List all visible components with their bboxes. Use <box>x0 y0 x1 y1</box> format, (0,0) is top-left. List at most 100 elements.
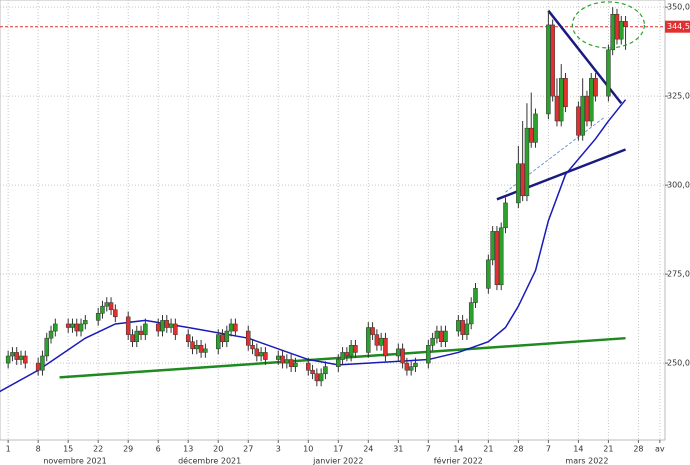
candle-body <box>413 362 418 367</box>
candle-body <box>336 359 341 367</box>
candle-body <box>426 345 431 364</box>
candle-body <box>576 106 581 136</box>
candle-body <box>104 302 110 307</box>
candle-body <box>323 366 328 375</box>
candle-body <box>134 330 140 342</box>
candle-body <box>125 316 131 335</box>
candle-body <box>580 95 585 136</box>
candle-body <box>614 13 620 40</box>
candle-body <box>366 327 371 353</box>
candle-body <box>383 337 388 357</box>
candle-body <box>593 78 598 97</box>
candle-body <box>190 341 195 350</box>
candle-body <box>203 348 208 353</box>
candle-body <box>498 227 504 286</box>
candle-body <box>288 359 294 367</box>
candle-body <box>65 323 71 328</box>
x-tick-label: 29 <box>123 445 133 454</box>
x-tick-label: 20 <box>213 445 223 454</box>
x-tick-label: 3 <box>276 445 281 454</box>
candle-body <box>610 13 615 51</box>
x-tick-label: 1 <box>6 445 11 454</box>
candle-body <box>550 24 555 97</box>
y-tick-label: 275,00 <box>667 270 690 279</box>
candle-body <box>344 352 350 357</box>
candle-body <box>546 24 551 115</box>
candle-body <box>164 320 170 328</box>
candle-body <box>245 330 251 346</box>
x-tick-label: 13 <box>183 445 193 454</box>
candle-body <box>528 127 534 143</box>
candle-body <box>520 163 525 197</box>
candle-body <box>23 355 28 364</box>
month-label: février 2022 <box>434 456 483 465</box>
x-tick-label: 8 <box>36 445 41 454</box>
x-tick-label: 21 <box>483 445 493 454</box>
candle-body <box>554 95 560 122</box>
x-tick-label: 6 <box>156 445 161 454</box>
candle-body <box>155 323 161 332</box>
x-tick-label: 31 <box>393 445 403 454</box>
candle-body <box>404 362 410 371</box>
candle-body <box>44 337 49 357</box>
candle-body <box>258 352 264 357</box>
candle-body <box>10 352 15 357</box>
candle-body <box>228 323 234 332</box>
candle-body <box>14 352 19 360</box>
candle-body <box>198 345 204 353</box>
candle-body <box>623 21 628 27</box>
candle-body <box>516 163 521 204</box>
candle-body <box>606 49 611 97</box>
candle-body <box>396 348 401 357</box>
candle-body <box>83 320 88 325</box>
candle-body <box>340 352 345 360</box>
candle-body <box>310 369 315 375</box>
x-tick-label: 28 <box>513 445 523 454</box>
candle-body <box>486 259 491 289</box>
candle-body <box>563 78 568 108</box>
y-tick-label: 250,00 <box>667 359 690 368</box>
candle-body <box>108 302 114 310</box>
candle-body <box>160 320 165 332</box>
y-tick-label: 300,00 <box>667 181 690 190</box>
candle-body <box>220 334 225 342</box>
candle-body <box>318 373 324 382</box>
x-tick-label: 14 <box>453 445 463 454</box>
candle-body <box>168 323 174 328</box>
candle-body <box>314 373 320 382</box>
candle-body <box>378 337 384 346</box>
y-tick-label: 350,00 <box>667 3 690 12</box>
candle-body <box>70 323 75 328</box>
x-tick-label: 22 <box>93 445 103 454</box>
x-tick-label: 7 <box>546 445 551 454</box>
candle-body <box>558 78 564 122</box>
candle-body <box>100 305 105 314</box>
x-tick-label: 17 <box>333 445 343 454</box>
highlight-ellipse <box>571 1 646 49</box>
candle-body <box>400 348 405 364</box>
candle-body <box>280 355 285 364</box>
candle-body <box>494 231 500 286</box>
price-label: 344,50 <box>667 22 690 31</box>
x-tick-label: 10 <box>303 445 313 454</box>
candle-body <box>293 362 298 367</box>
x-tick-label: 14 <box>573 445 583 454</box>
candle-body <box>138 330 144 335</box>
candle-body <box>276 355 281 360</box>
candle-body <box>456 320 461 332</box>
x-tick-label: av <box>655 445 665 454</box>
candle-body <box>173 323 178 335</box>
candle-body <box>468 302 474 325</box>
candle-body <box>589 78 594 122</box>
month-label: janvier 2022 <box>312 457 363 465</box>
candle-body <box>348 345 354 357</box>
candle-body <box>370 327 375 335</box>
x-tick-label: 24 <box>363 445 373 454</box>
candle-body <box>35 362 41 371</box>
candle-body <box>18 355 24 360</box>
price-label-box <box>665 20 690 33</box>
candle-body <box>374 334 380 346</box>
candle-body <box>584 95 590 122</box>
candle-body <box>430 337 435 346</box>
